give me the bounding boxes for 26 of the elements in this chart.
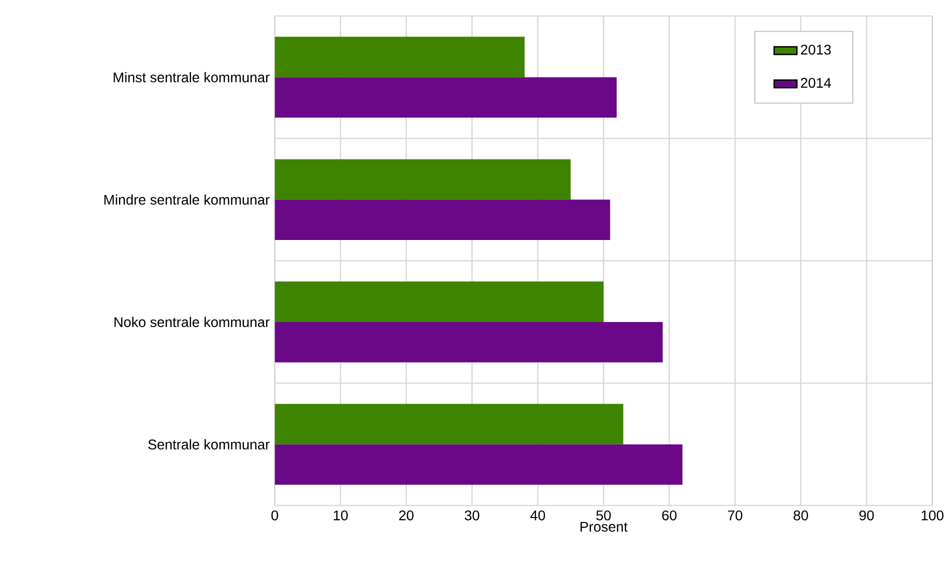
bar	[274, 322, 663, 362]
bar	[274, 404, 624, 444]
x-tick-label: 20	[399, 510, 414, 520]
x-tick-label: 70	[728, 510, 742, 520]
x-tick-label: 50	[596, 510, 611, 520]
y-tick-label: Minst sentrale kommunar	[114, 72, 270, 82]
x-tick-label: 60	[662, 510, 677, 520]
x-tick-label: 90	[859, 510, 874, 520]
y-tick-label: Mindre sentrale kommunar	[104, 194, 270, 205]
bar	[274, 36, 525, 78]
x-axis-title: Prosent	[580, 522, 628, 532]
y-tick-label: Noko sentrale kommunar	[114, 316, 270, 328]
bar	[274, 77, 617, 118]
legend-label: 2014	[800, 78, 831, 88]
bar	[274, 281, 604, 322]
x-tick-label: 10	[334, 510, 348, 520]
x-tick-label: 100	[922, 510, 944, 520]
legend-label: 2013	[800, 44, 831, 55]
x-tick-label: 30	[464, 510, 480, 520]
x-tick-label: 40	[530, 510, 546, 520]
bar	[274, 199, 610, 240]
bar	[274, 159, 571, 200]
bar	[274, 444, 682, 485]
y-tick-label: Sentrale kommunar	[148, 439, 270, 450]
x-tick-label: 0	[271, 510, 278, 520]
x-tick-label: 80	[794, 510, 808, 520]
